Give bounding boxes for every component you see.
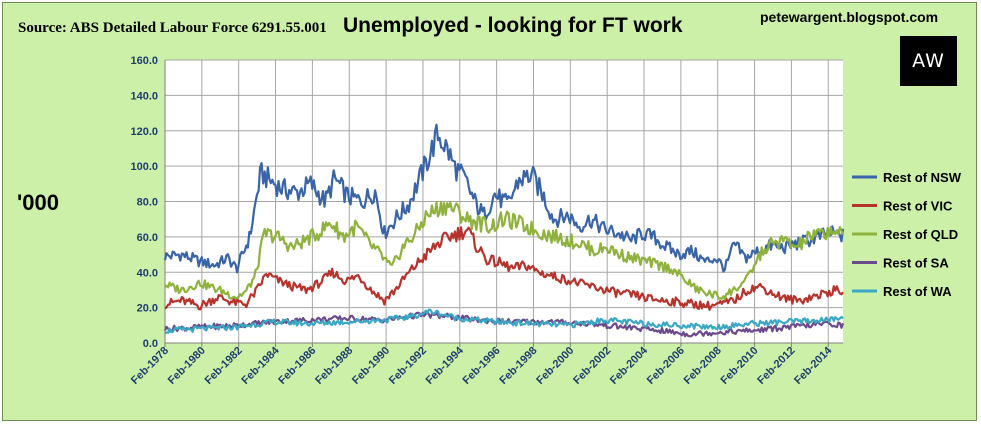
y-tick-label: 100.0: [130, 161, 158, 173]
x-tick-label: Feb-1984: [239, 344, 282, 387]
x-tick-label: Feb-1992: [387, 345, 429, 387]
x-tick-label: Feb-2012: [755, 345, 797, 387]
x-tick-label: Feb-1998: [497, 345, 539, 387]
y-tick-label: 40.0: [137, 267, 158, 279]
axes: [164, 60, 843, 347]
series-line-rest-of-vic: [164, 226, 844, 311]
x-tick-label: Feb-1996: [461, 345, 503, 387]
y-tick-label: 160.0: [130, 55, 158, 67]
series-line-rest-of-wa: [164, 308, 844, 335]
x-tick-label: Feb-2014: [792, 344, 835, 387]
blog-url[interactable]: petewargent.blogspot.com: [760, 9, 939, 25]
aw-logo: AW: [900, 36, 957, 86]
chart-title: Unemployed - looking for FT work: [343, 14, 683, 37]
x-tick-label: Feb-1982: [203, 345, 245, 387]
y-tick-label: 20.0: [137, 303, 158, 315]
x-tick-label: Feb-2000: [534, 345, 576, 387]
y-tick-labels: 0.0 20.0 40.0 60.0 80.0 100.0 120.0 140.0 160.0: [130, 55, 158, 350]
y-tick-label: 140.0: [130, 90, 158, 102]
grid-lines: [164, 59, 843, 344]
legend: Rest of NSW Rest of VIC Rest of QLD Rest of…: [852, 170, 962, 299]
y-tick-label: 60.0: [137, 232, 158, 244]
x-tick-label: Feb-1978: [129, 345, 171, 387]
x-tick-label: Feb-2008: [682, 345, 724, 387]
x-tick-label: Feb-1988: [313, 345, 355, 387]
x-tick-label: Feb-1990: [350, 345, 392, 387]
legend-label-rest-of-qld: Rest of QLD: [883, 227, 958, 242]
legend-label-rest-of-wa: Rest of WA: [883, 284, 952, 299]
x-tick-label: Feb-2010: [718, 345, 760, 387]
legend-label-rest-of-nsw: Rest of NSW: [883, 170, 962, 185]
series-line-rest-of-nsw: [163, 123, 845, 274]
legend-label-rest-of-vic: Rest of VIC: [883, 199, 953, 214]
y-axis-unit-label: '000: [17, 190, 59, 215]
x-tick-label: Feb-1986: [276, 345, 318, 387]
x-tick-label: Feb-2004: [608, 344, 651, 387]
x-tick-label: Feb-1980: [166, 345, 208, 387]
y-tick-label: 80.0: [137, 197, 158, 209]
x-tick-labels: Feb-1978Feb-1980Feb-1982Feb-1984Feb-1986…: [129, 344, 835, 387]
y-tick-label: 120.0: [130, 126, 158, 138]
x-tick-label: Feb-1994: [424, 344, 467, 387]
x-tick-label: Feb-2002: [571, 345, 613, 387]
series-line-rest-of-qld: [164, 200, 845, 301]
y-tick-label: 0.0: [143, 338, 158, 350]
x-tick-label: Feb-2006: [645, 345, 687, 387]
series-lines: [163, 123, 845, 338]
legend-label-rest-of-sa: Rest of SA: [883, 256, 949, 271]
source-note: Source: ABS Detailed Labour Force 6291.5…: [18, 20, 327, 36]
